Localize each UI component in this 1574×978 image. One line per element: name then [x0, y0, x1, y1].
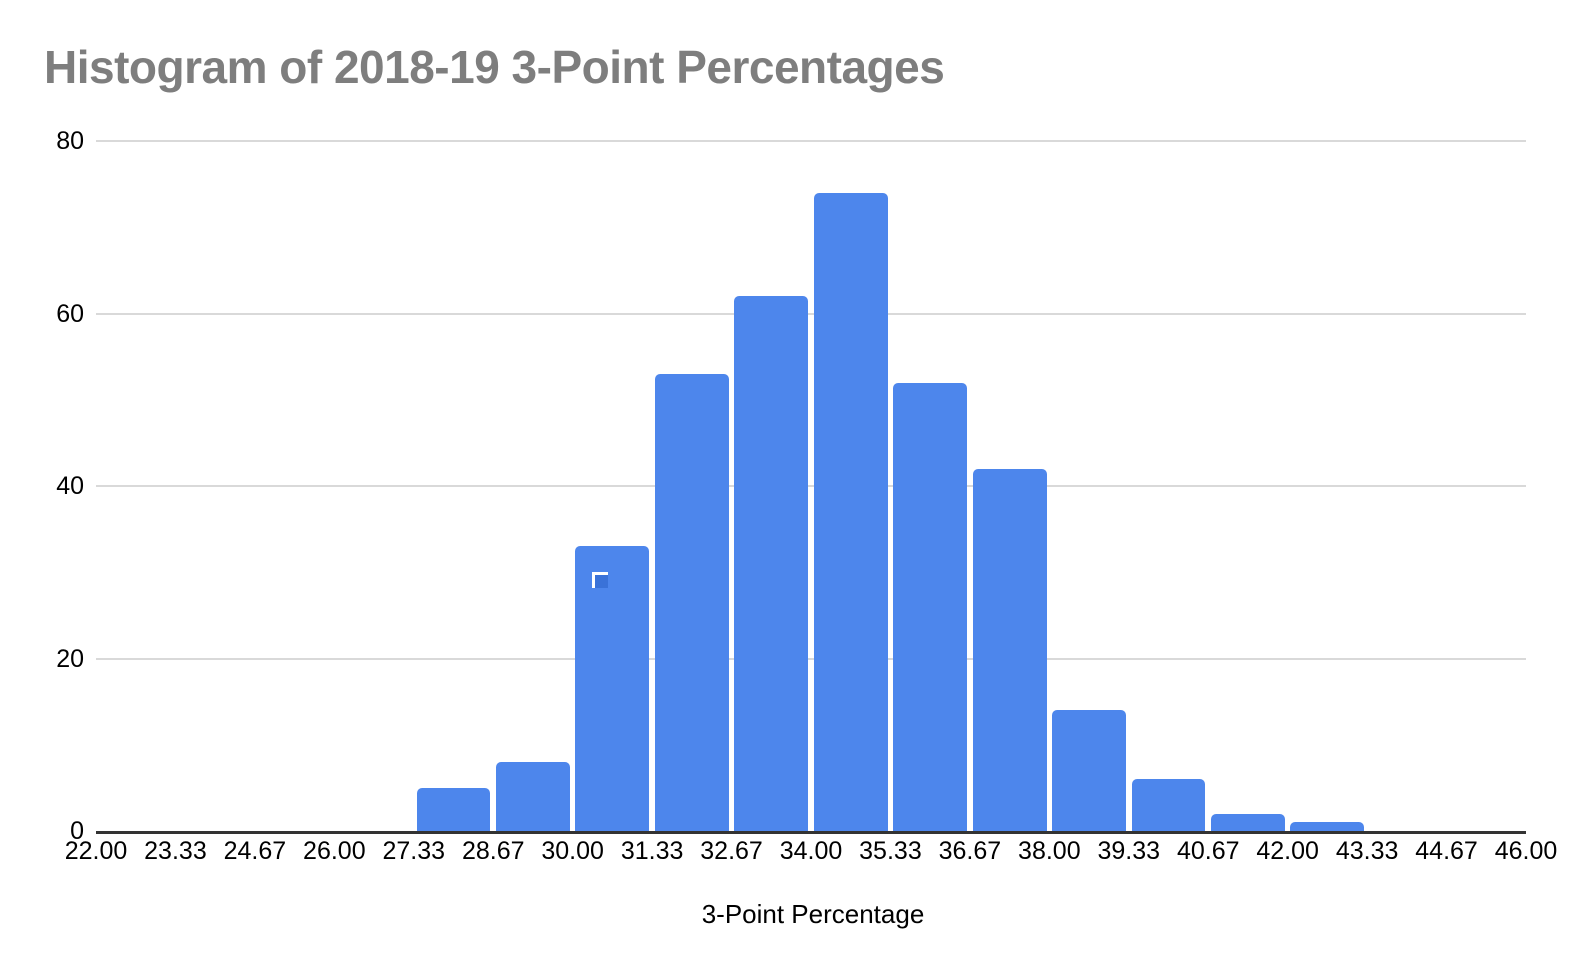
histogram-bar — [813, 192, 888, 831]
x-axis-tick-label: 22.00 — [64, 837, 128, 865]
x-axis-tick-label: 30.00 — [541, 837, 604, 865]
x-axis-tick-label: 23.33 — [144, 837, 207, 865]
x-axis-tick-label: 32.67 — [700, 837, 763, 865]
histogram-bar — [1131, 779, 1206, 831]
x-axis-tick-label: 34.00 — [779, 837, 843, 865]
x-axis-title: 3-Point Percentage — [701, 899, 925, 929]
histogram-bar — [972, 468, 1047, 831]
selection-handle-artifact — [592, 572, 608, 588]
histogram-bar — [1290, 822, 1365, 831]
x-axis-tick-label: 26.00 — [303, 837, 366, 865]
x-axis-tick-label: 42.00 — [1256, 837, 1319, 865]
x-axis-tick-label: 27.33 — [382, 837, 446, 865]
histogram-bar — [1052, 710, 1127, 831]
chart-title: Histogram of 2018-19 3-Point Percentages — [44, 41, 945, 93]
gridline — [96, 657, 1526, 660]
x-axis-tick-label: 35.33 — [859, 837, 922, 865]
histogram-bar — [654, 373, 729, 831]
x-axis-tick-label: 40.67 — [1176, 837, 1240, 865]
histogram-bar — [416, 787, 491, 831]
gridline — [96, 140, 1526, 142]
histogram-bar — [734, 296, 809, 831]
histogram-bar — [575, 546, 650, 831]
y-axis-tick-label: 20 — [56, 644, 84, 673]
gridline — [96, 312, 1526, 315]
x-axis-tick-label: 28.67 — [461, 837, 525, 865]
x-axis-tick-label: 46.00 — [1494, 837, 1558, 865]
x-axis-tick-label: 43.33 — [1335, 837, 1399, 865]
y-axis-tick-label: 0 — [70, 817, 84, 845]
histogram-bar — [1210, 813, 1285, 831]
x-axis-tick-label: 24.67 — [223, 837, 287, 865]
x-axis-tick-label: 38.00 — [1018, 837, 1081, 865]
x-axis-tick-label: 39.33 — [1097, 837, 1161, 865]
x-axis-tick-label: 31.33 — [620, 837, 684, 865]
y-axis-tick-label: 40 — [56, 472, 84, 500]
x-axis-line — [96, 831, 1526, 834]
y-axis-tick-label: 80 — [56, 127, 84, 155]
histogram-bar — [893, 382, 968, 831]
y-axis-tick-label: 60 — [56, 299, 84, 328]
histogram-bar — [495, 762, 570, 831]
x-axis-tick-label: 36.67 — [938, 837, 1002, 865]
gridline — [96, 485, 1526, 487]
x-axis-tick-label: 44.67 — [1415, 837, 1478, 865]
